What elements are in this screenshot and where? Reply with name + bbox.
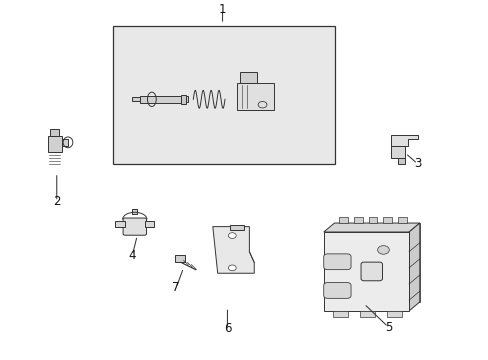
Bar	[113, 26, 334, 164]
Polygon shape	[390, 146, 405, 158]
Text: 7: 7	[172, 281, 180, 294]
Polygon shape	[237, 83, 273, 110]
FancyBboxPatch shape	[123, 218, 146, 235]
Polygon shape	[132, 97, 140, 102]
Polygon shape	[185, 96, 188, 102]
Polygon shape	[174, 255, 184, 262]
Circle shape	[377, 246, 388, 254]
Text: 5: 5	[384, 320, 391, 333]
Polygon shape	[339, 217, 347, 223]
Polygon shape	[48, 136, 61, 152]
Text: 6: 6	[223, 322, 231, 335]
FancyBboxPatch shape	[323, 283, 350, 298]
Polygon shape	[140, 96, 181, 103]
Polygon shape	[397, 217, 406, 223]
FancyBboxPatch shape	[323, 254, 350, 270]
Polygon shape	[50, 129, 59, 136]
Polygon shape	[353, 217, 362, 223]
Polygon shape	[239, 72, 256, 83]
Polygon shape	[144, 221, 154, 226]
Polygon shape	[334, 223, 419, 302]
Polygon shape	[115, 221, 125, 226]
Text: 1: 1	[218, 3, 226, 16]
Polygon shape	[323, 223, 419, 232]
Text: 3: 3	[413, 157, 421, 170]
Polygon shape	[212, 226, 254, 273]
Polygon shape	[383, 217, 391, 223]
Polygon shape	[181, 95, 185, 104]
Polygon shape	[132, 209, 137, 214]
Polygon shape	[397, 158, 405, 164]
FancyBboxPatch shape	[360, 262, 382, 281]
Polygon shape	[390, 135, 417, 146]
Circle shape	[228, 265, 236, 271]
Polygon shape	[360, 311, 374, 317]
Polygon shape	[61, 139, 68, 146]
Polygon shape	[386, 311, 401, 317]
Polygon shape	[408, 223, 419, 311]
Polygon shape	[333, 311, 347, 317]
Polygon shape	[323, 232, 408, 311]
Circle shape	[228, 233, 236, 238]
Text: 4: 4	[128, 249, 136, 262]
Polygon shape	[229, 225, 244, 230]
Polygon shape	[368, 217, 377, 223]
Text: 2: 2	[53, 195, 61, 208]
